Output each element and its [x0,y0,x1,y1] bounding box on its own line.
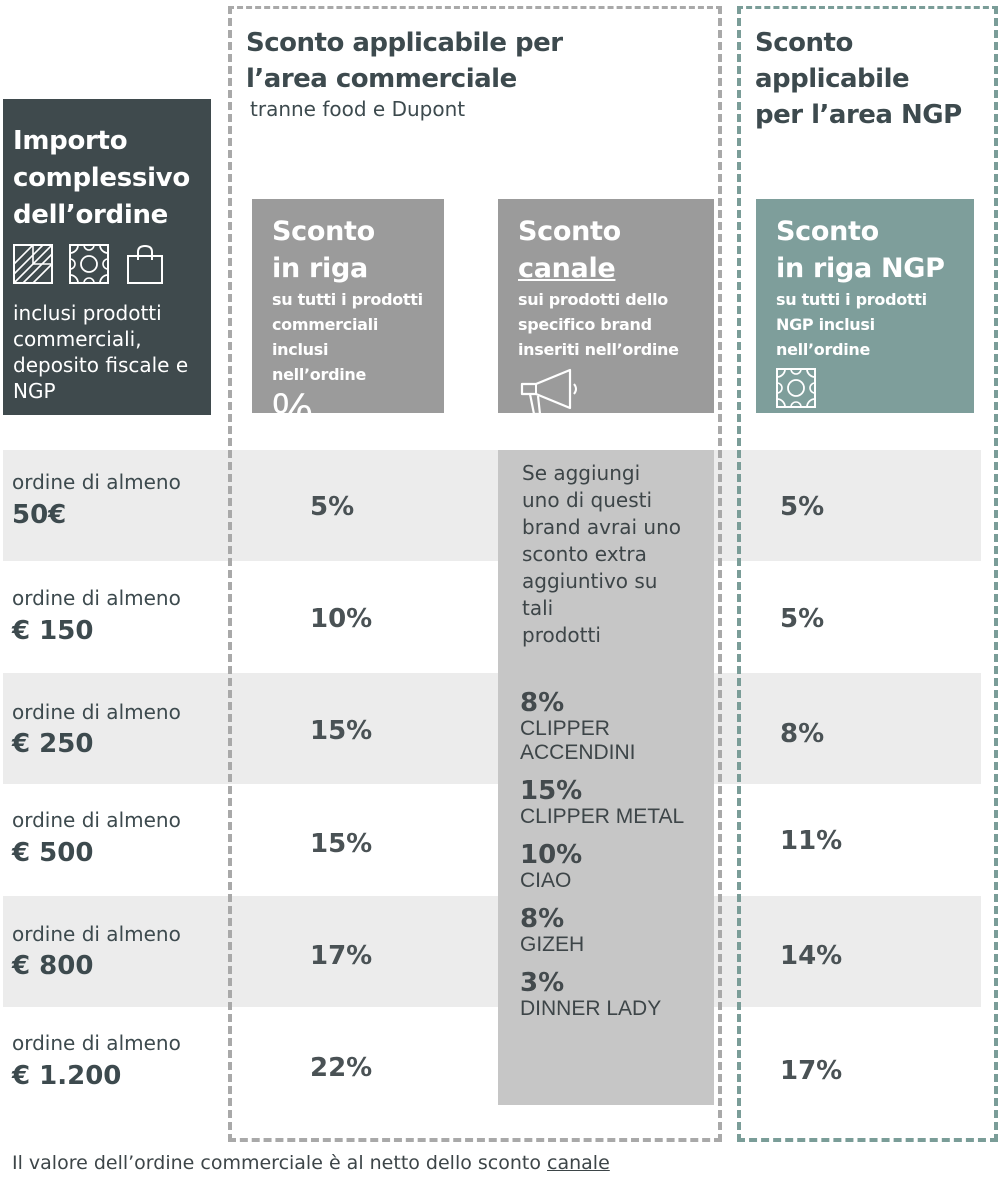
ngp-area-frame [737,6,998,1142]
row-ngp-discount: 14% [780,941,843,971]
order-amount-title: Importo complessivo dell’ordine [13,126,190,230]
row-amount: 50€ [12,500,67,530]
order-amount-description: inclusi prodotti commerciali, deposito f… [13,301,189,403]
row-amount: € 250 [12,729,94,759]
order-amount-header: Importo complessivo dell’ordine inclusi … [3,99,211,415]
commercial-area-title: Sconto applicabile per l’area commercial… [246,28,563,94]
row-amount: € 800 [12,951,94,981]
row-amount: € 1.200 [12,1061,122,1091]
brand-item: 8% GIZEH [520,904,585,956]
row-ngp-discount: 11% [780,826,843,856]
brand-item: 3% DINNER LADY [520,968,662,1020]
row-riga-discount: 5% [310,492,355,522]
canale-brand-panel: Se aggiungi uno di questi brand avrai un… [498,450,714,1105]
row-label: ordine di almeno [12,700,181,724]
row-stripe-3 [3,673,981,784]
wood-panel-icon [13,244,53,284]
megaphone-icon [520,368,577,416]
brand-item: 15% CLIPPER METAL [520,776,685,828]
sconto-canale-box: Sconto canale sui prodotti dello specifi… [498,199,714,416]
pattern-tile-icon [69,244,109,284]
row-stripe-5 [3,896,981,1007]
footer-note: Il valore dell’ordine commerciale è al n… [12,1152,610,1174]
percent-icon: % [272,383,313,435]
row-riga-discount: 15% [310,716,373,746]
brand-list: 8% CLIPPER ACCENDINI 15% CLIPPER METAL 1… [520,689,694,1021]
brand-item: 8% CLIPPER ACCENDINI [520,688,636,764]
shopping-bag-icon [127,244,163,284]
row-riga-discount: 22% [310,1053,373,1083]
ngp-area-title: Sconto applicabile per l’area NGP [755,28,962,130]
row-label: ordine di almeno [12,1031,181,1055]
row-ngp-discount: 5% [780,604,825,634]
product-category-icons [13,244,201,284]
row-label: ordine di almeno [12,470,181,494]
row-label: ordine di almeno [12,586,181,610]
row-riga-discount: 10% [310,604,373,634]
commercial-area-frame [228,6,722,1142]
row-label: ordine di almeno [12,808,181,832]
pattern-tile-icon [768,360,824,416]
sconto-riga-box: Sconto in riga su tutti i prodotti comme… [252,199,444,432]
canale-intro: Se aggiungi uno di questi brand avrai un… [522,461,681,647]
row-ngp-discount: 17% [780,1056,843,1086]
row-riga-discount: 17% [310,941,373,971]
row-riga-discount: 15% [310,829,373,859]
commercial-area-subtitle: tranne food e Dupont [250,97,466,121]
sconto-riga-ngp-box: Sconto in riga NGP su tutti i prodotti N… [756,199,974,416]
row-label: ordine di almeno [12,922,181,946]
row-ngp-discount: 5% [780,492,825,522]
row-ngp-discount: 8% [780,719,825,749]
row-stripe-1 [3,450,981,561]
brand-item: 10% CIAO [520,840,583,892]
row-amount: € 150 [12,616,94,646]
row-amount: € 500 [12,838,94,868]
